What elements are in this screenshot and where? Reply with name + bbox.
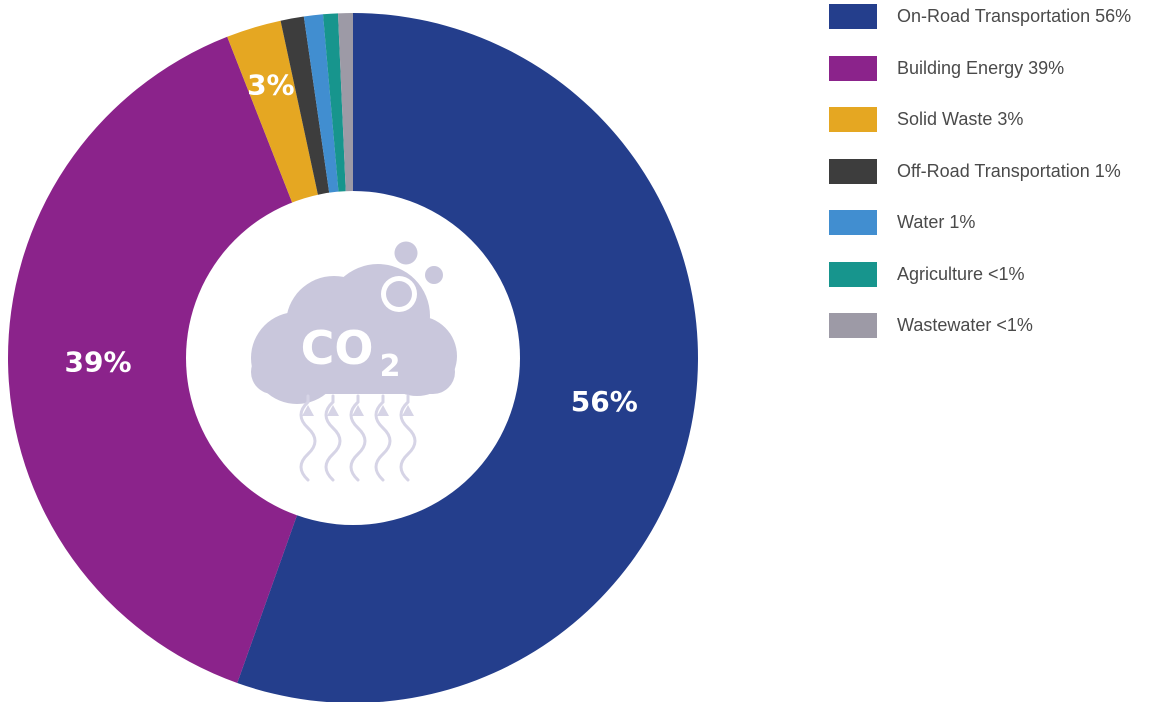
legend-label: Solid Waste 3% (897, 109, 1024, 129)
legend-label: Water 1% (897, 212, 976, 232)
slice-wastewater (337, 13, 353, 193)
slice-label-on-road-transportation: 56% (571, 385, 638, 418)
slice-water (303, 14, 339, 194)
co2-text: CO (301, 321, 374, 375)
slice-on-road-transportation (237, 13, 698, 702)
rising-arrows-icon (299, 394, 417, 482)
legend-item-water: Water 1% (829, 210, 1131, 235)
slice-agriculture (322, 13, 346, 193)
legend-item-agriculture: Agriculture <1% (829, 261, 1131, 287)
legend-swatch (829, 261, 877, 287)
legend-item-wastewater: Wastewater <1% (829, 313, 1131, 338)
legend-swatch (829, 107, 877, 132)
legend-label: Off-Road Transportation 1% (897, 160, 1121, 181)
slice-building-energy (8, 36, 298, 684)
legend-swatch (829, 210, 877, 235)
slice-labels: 56% 39% 3% (65, 69, 638, 418)
co2-subscript: 2 (380, 349, 401, 384)
slice-solid-waste (227, 20, 319, 204)
legend-item-on-road-transportation: On-Road Transportation 56% (829, 4, 1131, 29)
legend: On-Road Transportation 56% Building Energ… (829, 4, 1131, 365)
legend-swatch (829, 158, 877, 184)
legend-swatch (829, 55, 877, 81)
legend-item-solid-waste: Solid Waste 3% (829, 107, 1131, 132)
slice-off-road-transportation (280, 16, 330, 196)
co2-cloud-icon: CO 2 (251, 241, 457, 404)
slice-label-solid-waste: 3% (247, 69, 295, 102)
donut-slices (8, 13, 698, 702)
legend-swatch (829, 4, 877, 29)
legend-label: Building Energy 39% (897, 57, 1065, 78)
legend-item-off-road-transportation: Off-Road Transportation 1% (829, 158, 1131, 184)
legend-label: Wastewater <1% (897, 315, 1033, 335)
slice-label-building-energy: 39% (65, 345, 132, 378)
legend-label: On-Road Transportation 56% (897, 6, 1132, 26)
legend-label: Agriculture <1% (897, 263, 1025, 284)
legend-item-building-energy: Building Energy 39% (829, 55, 1131, 81)
legend-swatch (829, 313, 877, 338)
